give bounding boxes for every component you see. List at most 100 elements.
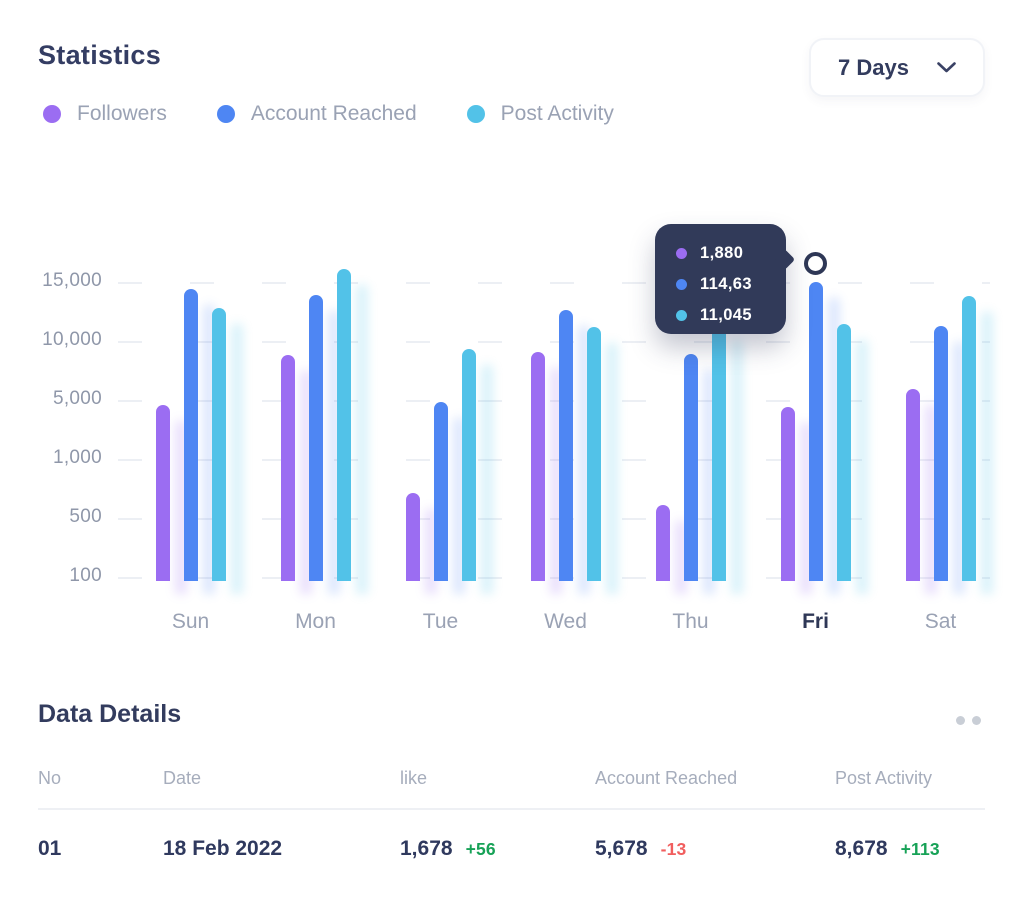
cell-post-activity: 8,678 +113 xyxy=(835,837,985,861)
delta-badge: +56 xyxy=(465,839,496,859)
bar-post-activity-sat[interactable] xyxy=(961,296,976,581)
delta-badge: +113 xyxy=(900,839,940,859)
table-row: 01 18 Feb 2022 1,678 +56 5,678 -13 8,678 +1… xyxy=(38,837,985,861)
gridline xyxy=(118,341,990,343)
post-activity-dot-icon xyxy=(676,309,687,321)
section-title: Data Details xyxy=(38,700,182,728)
bar-group-sat xyxy=(878,228,1003,581)
account-reached-dot-icon xyxy=(676,278,687,290)
tooltip-row: 11,045 xyxy=(676,302,786,328)
bar-followers-wed[interactable] xyxy=(530,352,545,581)
chart-tooltip: 1,880 114,63 11,045 xyxy=(655,224,796,334)
page-title: Statistics xyxy=(38,40,162,70)
legend-item-post-activity[interactable]: Post Activity xyxy=(466,102,614,126)
value: 1,678 xyxy=(400,837,453,860)
y-axis-tick-label: 15,000 xyxy=(42,270,102,291)
gridline xyxy=(118,282,990,284)
table-header-row: No Date like Account Reached Post Activi… xyxy=(38,768,985,789)
tooltip-row: 114,63 xyxy=(676,271,786,297)
x-axis-label-tue: Tue xyxy=(422,610,459,633)
y-axis-tick-label: 5,000 xyxy=(52,388,102,409)
chart-legend: Followers Account Reached Post Activity xyxy=(43,102,614,126)
tooltip-value: 1,880 xyxy=(700,243,744,262)
range-dropdown-button[interactable]: 7 Days xyxy=(809,38,985,97)
bar-account-reached-thu[interactable] xyxy=(683,354,698,581)
value: 8,678 xyxy=(835,837,888,860)
bar-followers-mon[interactable] xyxy=(280,355,295,581)
bar-account-reached-wed[interactable] xyxy=(558,310,573,581)
bar-account-reached-mon[interactable] xyxy=(308,295,323,581)
bar-group-mon xyxy=(253,228,378,581)
x-axis-label-sun: Sun xyxy=(171,610,210,633)
bar-followers-tue[interactable] xyxy=(405,493,420,581)
bar-group-sun xyxy=(128,228,253,581)
legend-item-followers[interactable]: Followers xyxy=(43,102,167,126)
column-header: like xyxy=(400,768,428,788)
ellipsis-icon xyxy=(956,716,965,725)
x-axis-label-wed: Wed xyxy=(544,610,587,633)
bar-group-thu xyxy=(628,228,753,581)
bar-group-wed xyxy=(503,228,628,581)
bar-account-reached-sat[interactable] xyxy=(933,326,948,581)
bar-account-reached-sun[interactable] xyxy=(183,289,198,581)
bar-post-activity-thu[interactable] xyxy=(711,324,726,581)
bar-followers-fri[interactable] xyxy=(780,407,795,581)
plot-area xyxy=(128,228,1003,581)
chevron-down-icon xyxy=(937,62,956,73)
y-axis-tick-label: 500 xyxy=(69,506,102,527)
cell-date: 18 Feb 2022 xyxy=(163,837,283,860)
gridline xyxy=(118,518,990,520)
bar-account-reached-fri[interactable] xyxy=(808,282,823,581)
bar-post-activity-wed[interactable] xyxy=(586,327,601,581)
y-axis-tick-label: 1,000 xyxy=(52,447,102,468)
ellipsis-icon xyxy=(972,716,981,725)
table-divider xyxy=(38,808,985,810)
bar-group-fri xyxy=(753,228,878,581)
y-axis-tick-label: 10,000 xyxy=(42,329,102,350)
followers-dot-icon xyxy=(676,247,687,259)
column-header: Account Reached xyxy=(595,768,738,788)
legend-item-account-reached[interactable]: Account Reached xyxy=(216,102,417,126)
cell-like: 1,678 +56 xyxy=(400,837,595,861)
tooltip-value: 11,045 xyxy=(700,305,752,324)
tooltip-value: 114,63 xyxy=(700,274,752,293)
tooltip-row: 1,880 xyxy=(676,240,786,266)
value: 5,678 xyxy=(595,837,648,860)
delta-badge: -13 xyxy=(660,839,687,859)
bar-followers-thu[interactable] xyxy=(655,505,670,581)
post-activity-dot-icon xyxy=(466,105,485,123)
bar-post-activity-mon[interactable] xyxy=(336,269,351,581)
active-point-marker-icon xyxy=(804,252,827,275)
data-table: No Date like Account Reached Post Activi… xyxy=(38,768,985,861)
account-reached-dot-icon xyxy=(216,105,235,123)
gridline xyxy=(118,577,990,579)
data-details-section: Data Details No Date like Account Reache… xyxy=(0,690,1024,919)
column-header: No xyxy=(38,768,62,788)
column-header: Post Activity xyxy=(835,768,933,788)
y-axis-tick-label: 100 xyxy=(69,565,102,586)
followers-dot-icon xyxy=(43,105,61,123)
legend-label: Post Activity xyxy=(500,102,614,125)
x-axis-label-thu: Thu xyxy=(672,610,709,633)
x-axis-label-fri: Fri xyxy=(802,610,829,633)
bar-post-activity-fri[interactable] xyxy=(836,324,851,581)
x-axis: Sun Mon Tue Wed Thu Fri Sat xyxy=(128,610,1003,634)
bar-followers-sun[interactable] xyxy=(155,405,170,581)
x-axis-label-sat: Sat xyxy=(924,610,957,633)
x-axis-label-mon: Mon xyxy=(295,610,336,633)
more-options-button[interactable] xyxy=(952,712,985,729)
bar-post-activity-tue[interactable] xyxy=(461,349,476,581)
legend-label: Followers xyxy=(77,102,167,125)
gridline xyxy=(118,400,990,402)
bar-chart: 100 500 1,000 5,000 10,000 15,000 Sun Mon Tue We… xyxy=(0,224,1024,656)
cell-no: 01 xyxy=(38,837,62,860)
bar-account-reached-tue[interactable] xyxy=(433,402,448,581)
range-dropdown-label: 7 Days xyxy=(838,54,909,80)
bar-followers-sat[interactable] xyxy=(905,389,920,581)
cell-account-reached: 5,678 -13 xyxy=(595,837,835,861)
bar-group-tue xyxy=(378,228,503,581)
bar-post-activity-sun[interactable] xyxy=(211,308,226,581)
legend-label: Account Reached xyxy=(250,102,417,125)
column-header: Date xyxy=(163,768,202,788)
